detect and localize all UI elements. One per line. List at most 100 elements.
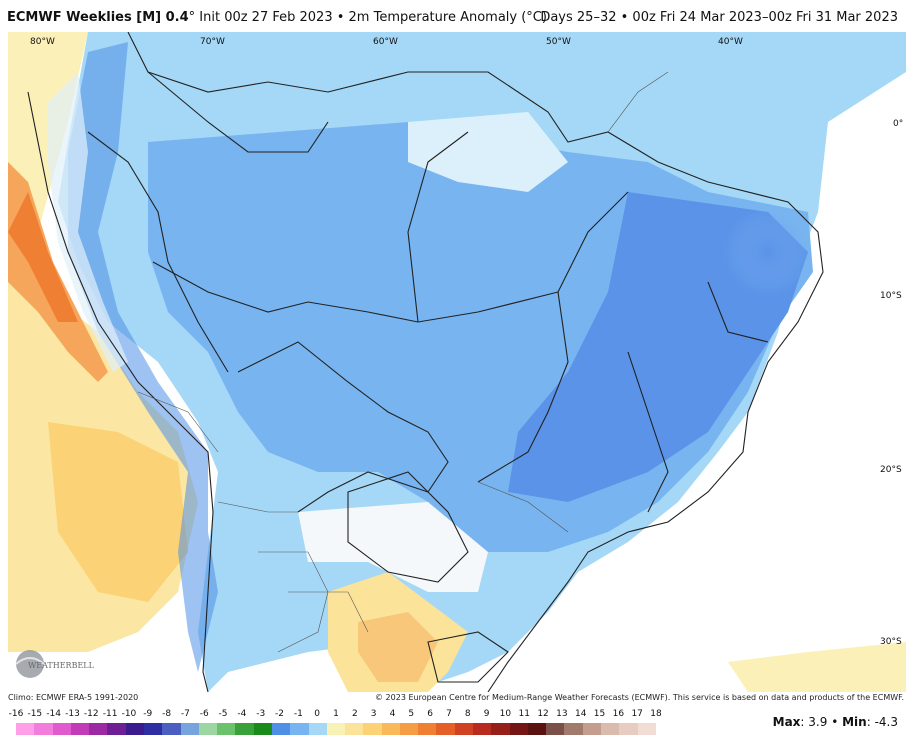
color-scale-tick: 1	[333, 709, 339, 719]
coastline-pacific	[27, 91, 214, 692]
max-value: 3.9	[808, 715, 828, 729]
brazil-states-4	[627, 351, 669, 513]
temperature-anomaly-map: 80°W 70°W 60°W 50°W 40°W 0° 10°S 20°S 30…	[8, 32, 906, 692]
color-swatch	[418, 723, 437, 735]
color-swatch	[162, 723, 181, 735]
argentina-warm-core	[358, 612, 438, 682]
color-swatch	[143, 723, 163, 735]
land-anomaly-core	[723, 207, 813, 297]
colombia-border	[147, 71, 329, 153]
color-scale-tick: -10	[121, 709, 137, 719]
pacific-warm-core	[8, 192, 78, 322]
color-scale-tick: -3	[256, 709, 266, 719]
color-scale-tick: -15	[27, 709, 43, 719]
color-swatch	[271, 723, 291, 735]
color-scale-tick: -14	[46, 709, 61, 719]
color-swatch	[52, 723, 71, 735]
brazil-states-3	[477, 291, 569, 483]
lon-label-80w: 80°W	[30, 37, 55, 47]
color-swatch	[363, 723, 382, 735]
color-swatch	[509, 723, 528, 735]
color-scale: -16 -15 -14 -13 -12 -11 -10 -9 -8 -7 -6 -5 -4 -3 -2 -1 0…	[9, 709, 666, 739]
color-scale-tick: 7	[446, 709, 452, 719]
state-border-2	[217, 501, 298, 513]
andes-stripe	[68, 42, 218, 672]
lon-label-40w: 40°W	[718, 37, 743, 47]
map-title: ECMWF Weeklies [M] 0.4° Init 00z 27 Feb …	[7, 10, 547, 25]
color-swatch	[70, 723, 90, 735]
color-swatch	[34, 723, 53, 735]
paraguay-border	[347, 471, 469, 583]
color-swatch	[180, 723, 199, 735]
color-swatch	[125, 723, 144, 735]
lon-label-70w: 70°W	[200, 37, 225, 47]
color-swatch	[345, 723, 364, 735]
color-swatch	[198, 723, 218, 735]
color-scale-tick: -13	[65, 709, 80, 719]
state-border-3	[137, 391, 219, 453]
color-swatch	[582, 723, 601, 735]
color-scale-tick: -4	[237, 709, 247, 719]
logo-swoosh	[15, 657, 45, 665]
color-swatch	[491, 723, 510, 735]
color-swatch	[601, 723, 620, 735]
color-swatch	[637, 723, 656, 735]
color-scale-tick: -16	[8, 709, 24, 719]
logo-text: WEATHERBELL	[28, 661, 95, 670]
color-scale-tick: -8	[162, 709, 172, 719]
pacific-south-patch	[48, 422, 188, 602]
color-scale-tick: -9	[143, 709, 153, 719]
state-border-4	[288, 591, 369, 633]
lat-label-0: 0°	[893, 119, 903, 129]
color-swatch	[107, 723, 126, 735]
color-swatch	[454, 723, 474, 735]
color-scale-tick: -5	[218, 709, 228, 719]
brazil-states-5	[707, 281, 769, 343]
coastline-north	[127, 32, 824, 692]
color-swatch	[89, 723, 108, 735]
color-scale-tick: -12	[83, 709, 99, 719]
stats-separator: •	[831, 715, 839, 729]
weatherbell-logo: WEATHERBELL	[15, 650, 95, 678]
state-border-6	[477, 481, 569, 533]
brazil-bolivia-border	[237, 341, 449, 513]
max-label: Max	[772, 715, 801, 729]
min-label: Min	[842, 715, 867, 729]
color-scale-tick: 15	[593, 709, 606, 719]
andes-pale-stripe	[48, 72, 128, 372]
lon-label-60w: 60°W	[373, 37, 398, 47]
lon-label-50w: 50°W	[546, 37, 571, 47]
color-swatch	[436, 723, 455, 735]
color-swatch	[308, 723, 327, 735]
logo-globe	[16, 650, 44, 678]
country-borders	[27, 32, 824, 692]
color-swatch	[546, 723, 565, 735]
state-border-5	[607, 71, 669, 133]
color-scale-tick: 3	[370, 709, 377, 719]
color-swatch	[381, 723, 400, 735]
color-scale-tick: 10	[499, 709, 512, 719]
color-scale-ticks: -16 -15 -14 -13 -12 -11 -10 -9 -8 -7 -6 -5 -4 -3 -2 -1 0…	[9, 709, 666, 721]
color-scale-tick: 9	[483, 709, 490, 719]
lat-label-10s: 10°S	[880, 291, 902, 301]
copyright-note: © 2023 European Centre for Medium-Range …	[375, 693, 904, 702]
init-and-variable: ° Init 00z 27 Feb 2023 • 2m Temperature …	[188, 10, 547, 25]
color-swatch	[619, 723, 638, 735]
color-scale-tick: 11	[518, 709, 530, 719]
max-min-stats: Max: 3.9 • Min: -4.3	[772, 715, 898, 729]
header: ECMWF Weeklies [M] 0.4° Init 00z 27 Feb …	[0, 0, 914, 32]
lat-label-20s: 20°S	[880, 465, 902, 475]
color-scale-tick: 6	[427, 709, 433, 719]
color-swatch	[290, 723, 309, 735]
brazil-states-2	[557, 191, 629, 293]
color-swatch	[399, 723, 419, 735]
min-value: -4.3	[874, 715, 898, 729]
amazon-pale-patch	[408, 112, 568, 192]
color-scale-tick: -7	[180, 709, 190, 719]
color-swatch	[527, 723, 547, 735]
lat-label-30s: 30°S	[880, 637, 902, 647]
color-scale-tick: -6	[199, 709, 209, 719]
climo-note: Climo: ECMWF ERA-5 1991-2020	[8, 693, 139, 702]
color-scale-tick: 18	[650, 709, 662, 719]
color-swatch	[217, 723, 236, 735]
